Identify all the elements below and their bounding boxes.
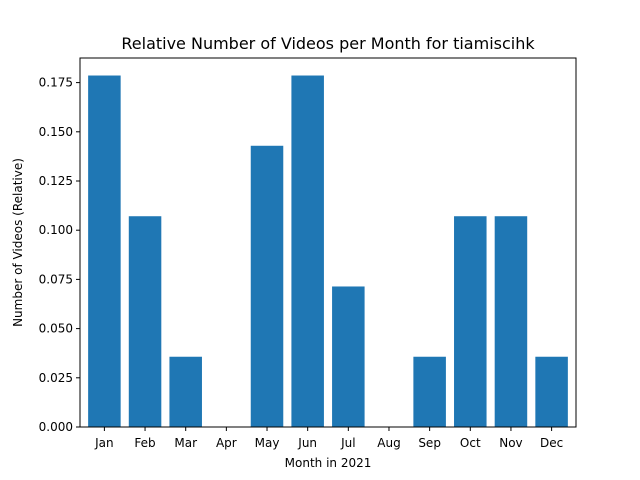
y-tick-label: 0.000 (39, 420, 73, 434)
bar-jun (291, 75, 324, 428)
chart-title: Relative Number of Videos per Month for … (121, 34, 535, 53)
y-axis-label: Number of Videos (Relative) (11, 158, 25, 327)
x-tick-label: Aug (377, 436, 400, 450)
x-tick-label: Jun (297, 436, 317, 450)
x-tick-label: Sep (418, 436, 441, 450)
y-tick-label: 0.075 (39, 272, 73, 286)
x-tick-label: Dec (540, 436, 563, 450)
x-tick-label: Feb (134, 436, 155, 450)
bar-jul (332, 286, 365, 427)
bar-oct (454, 216, 487, 427)
y-tick-label: 0.025 (39, 371, 73, 385)
y-axis-ticks: 0.000 0.025 0.050 0.075 0.100 0.125 0.150 0.175 (39, 76, 80, 434)
x-axis-ticks: Jan Feb Mar Apr May Jun Jul Aug Sep Oct Nov Dec (94, 427, 563, 450)
bar-jan (88, 75, 121, 428)
y-tick-label: 0.150 (39, 125, 73, 139)
bars (88, 75, 568, 428)
plot-frame (79, 57, 577, 428)
x-tick-label: Jan (94, 436, 114, 450)
x-tick-label: Apr (216, 436, 237, 450)
y-tick-label: 0.175 (39, 76, 73, 90)
y-tick-label: 0.125 (39, 174, 73, 188)
x-tick-label: Jul (340, 436, 355, 450)
bar-dec (535, 356, 568, 427)
bar-sep (413, 356, 446, 427)
x-tick-label: May (255, 436, 280, 450)
x-tick-label: Mar (174, 436, 197, 450)
bar-feb (128, 216, 162, 427)
y-tick-label: 0.050 (39, 322, 73, 336)
y-tick-label: 0.100 (39, 223, 73, 237)
x-axis-label: Month in 2021 (285, 456, 372, 470)
bar-nov (494, 216, 528, 427)
x-tick-label: Oct (460, 436, 481, 450)
bar-mar (169, 356, 202, 427)
bar-may (250, 145, 284, 427)
x-tick-label: Nov (499, 436, 522, 450)
